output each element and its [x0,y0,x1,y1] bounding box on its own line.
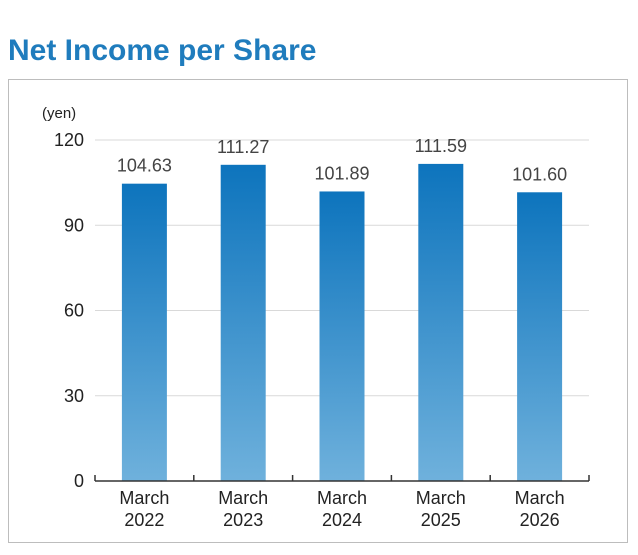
x-tick-label: March [317,488,367,508]
value-label: 111.27 [217,137,269,157]
y-tick-label: 0 [74,471,84,491]
chart-title: Net Income per Share [8,34,317,67]
x-tick-label: March [218,488,268,508]
bar [220,164,266,482]
value-label: 101.89 [314,163,369,183]
x-tick-label: 2025 [421,510,461,530]
value-labels: 104.63 111.27 101.89 111.59 101.60 [117,136,567,184]
x-tick-label: 2024 [322,510,362,530]
value-label: 111.59 [415,136,467,156]
y-tick-label: 90 [64,215,84,235]
value-label: 104.63 [117,156,172,176]
x-tick-label: March [515,488,565,508]
bar [418,163,464,481]
x-tick-label: March [416,488,466,508]
y-axis-unit-label: (yen) [42,105,76,122]
bar [121,183,167,481]
y-tick-label: 60 [64,301,84,321]
x-tick-label: 2026 [520,510,560,530]
x-axis [94,475,590,482]
chart-frame [8,79,628,543]
value-label: 101.60 [512,164,567,184]
bars [121,163,563,482]
y-tick-label: 30 [64,386,84,406]
x-tick-label: 2022 [124,510,164,530]
bar [319,191,365,481]
bar [517,192,563,481]
y-axis-ticks: 0 30 60 90 120 [54,130,84,491]
x-tick-label: March [119,488,169,508]
x-axis-labels: March2022March2023March2024March2025Marc… [119,488,564,530]
y-tick-label: 120 [54,130,84,150]
x-tick-label: 2023 [223,510,263,530]
